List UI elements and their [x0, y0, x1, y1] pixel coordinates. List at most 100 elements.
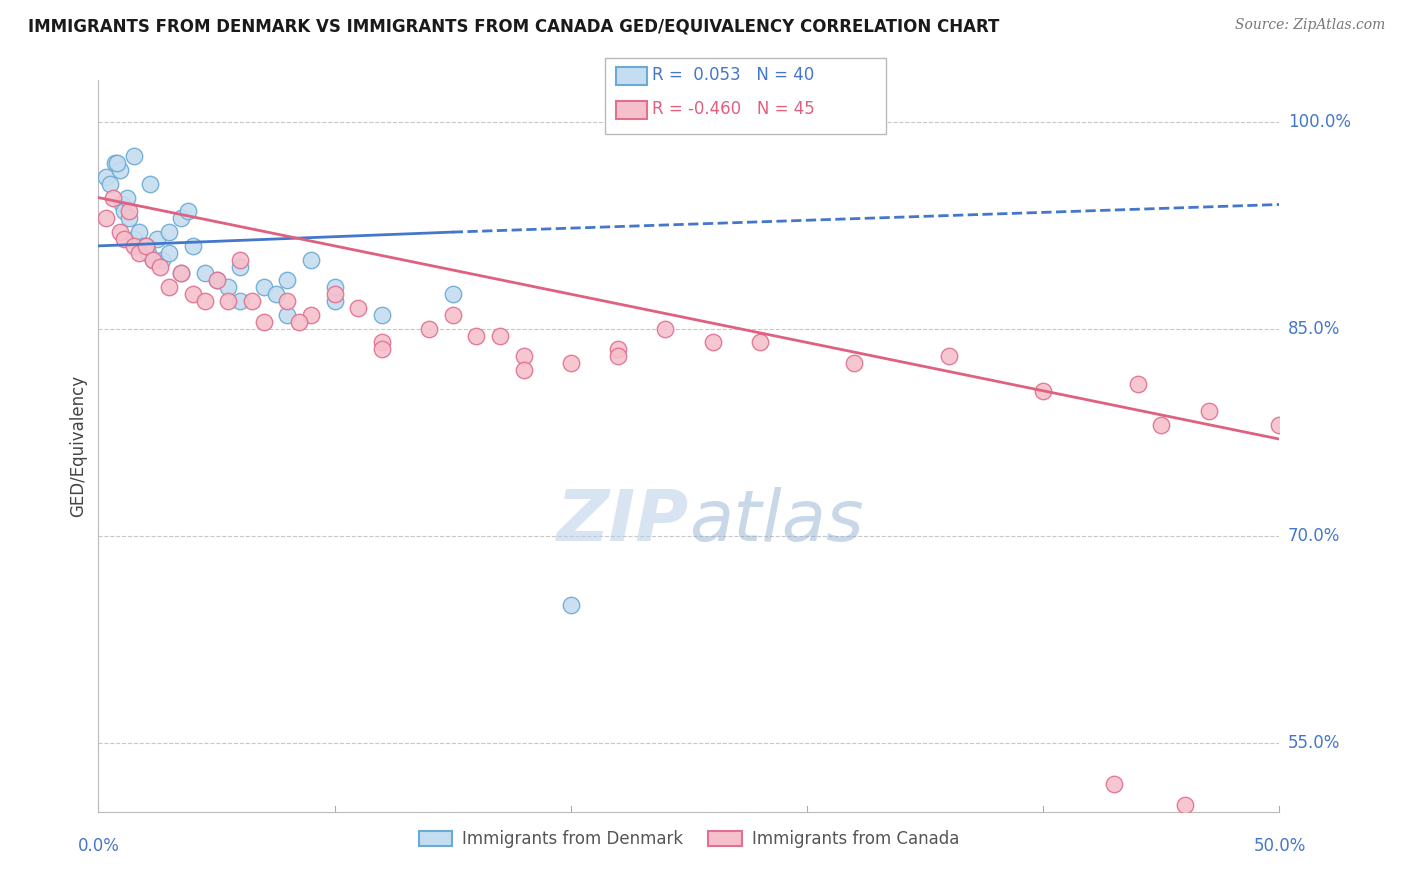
Text: 55.0%: 55.0% — [1288, 734, 1340, 752]
Point — [122, 239, 145, 253]
Point — [118, 211, 141, 226]
Point — [323, 280, 346, 294]
Point — [112, 204, 135, 219]
Point — [157, 225, 180, 239]
Text: 100.0%: 100.0% — [1288, 112, 1351, 131]
Point — [136, 245, 159, 260]
Point — [105, 156, 128, 170]
Point — [323, 294, 346, 309]
Point — [229, 260, 252, 274]
Text: 50.0%: 50.0% — [1253, 837, 1306, 855]
Point — [157, 280, 180, 294]
Point — [323, 287, 346, 301]
Point — [441, 308, 464, 322]
Text: 85.0%: 85.0% — [1288, 319, 1340, 338]
Point — [142, 252, 165, 267]
Point — [441, 287, 464, 301]
Point — [1102, 777, 1125, 791]
Point — [253, 315, 276, 329]
Point — [170, 267, 193, 281]
Point — [217, 294, 239, 309]
Point — [181, 239, 204, 253]
Text: IMMIGRANTS FROM DENMARK VS IMMIGRANTS FROM CANADA GED/EQUIVALENCY CORRELATION CH: IMMIGRANTS FROM DENMARK VS IMMIGRANTS FR… — [28, 18, 1000, 36]
Point — [276, 308, 298, 322]
Point — [122, 149, 145, 163]
Point — [108, 225, 131, 239]
Point — [139, 177, 162, 191]
Text: ZIP: ZIP — [557, 487, 689, 557]
Point — [240, 294, 263, 309]
Point — [371, 335, 394, 350]
Point — [1150, 418, 1173, 433]
Text: Source: ZipAtlas.com: Source: ZipAtlas.com — [1234, 18, 1385, 32]
Point — [217, 280, 239, 294]
Text: atlas: atlas — [689, 487, 863, 557]
Point — [512, 363, 534, 377]
Point — [194, 267, 217, 281]
Point — [177, 204, 200, 219]
Point — [607, 343, 630, 357]
Point — [94, 169, 117, 184]
Point — [371, 308, 394, 322]
Point — [149, 260, 172, 274]
Point — [181, 287, 204, 301]
Point — [150, 252, 173, 267]
Text: R =  0.053   N = 40: R = 0.053 N = 40 — [652, 66, 814, 84]
Point — [1198, 404, 1220, 418]
Point — [299, 308, 322, 322]
Point — [108, 163, 131, 178]
Text: 0.0%: 0.0% — [77, 837, 120, 855]
Point — [654, 321, 676, 335]
Point — [115, 191, 138, 205]
Point — [299, 252, 322, 267]
Point — [111, 197, 134, 211]
Point — [229, 252, 252, 267]
Point — [94, 211, 117, 226]
Point — [560, 356, 582, 370]
Point — [194, 294, 217, 309]
Point — [135, 239, 157, 253]
Point — [142, 252, 165, 267]
Point — [1268, 418, 1291, 433]
Point — [122, 232, 145, 246]
Point — [607, 349, 630, 363]
Point — [104, 156, 127, 170]
Point — [170, 267, 193, 281]
Point — [118, 204, 141, 219]
Point — [1126, 376, 1149, 391]
Point — [229, 294, 252, 309]
Text: 70.0%: 70.0% — [1288, 526, 1340, 545]
Point — [489, 328, 512, 343]
Point — [560, 598, 582, 612]
Point — [1174, 797, 1197, 812]
Point — [112, 232, 135, 246]
Point — [170, 211, 193, 226]
Point — [264, 287, 287, 301]
Point — [288, 315, 311, 329]
Point — [253, 280, 276, 294]
Point — [1032, 384, 1054, 398]
Point — [205, 273, 228, 287]
Point — [98, 177, 121, 191]
Point — [844, 356, 866, 370]
Point — [938, 349, 960, 363]
Point — [702, 335, 724, 350]
Text: R = -0.460   N = 45: R = -0.460 N = 45 — [652, 100, 815, 118]
Point — [205, 273, 228, 287]
Point — [371, 343, 394, 357]
Point — [135, 239, 157, 253]
Point — [347, 301, 370, 315]
Point — [276, 294, 298, 309]
Point — [276, 273, 298, 287]
Point — [748, 335, 770, 350]
Legend: Immigrants from Denmark, Immigrants from Canada: Immigrants from Denmark, Immigrants from… — [412, 823, 966, 855]
Point — [128, 245, 150, 260]
Point — [128, 225, 150, 239]
Point — [132, 239, 155, 253]
Point — [157, 245, 180, 260]
Y-axis label: GED/Equivalency: GED/Equivalency — [69, 375, 87, 517]
Point — [512, 349, 534, 363]
Point — [146, 232, 169, 246]
Point — [465, 328, 488, 343]
Point — [101, 191, 124, 205]
